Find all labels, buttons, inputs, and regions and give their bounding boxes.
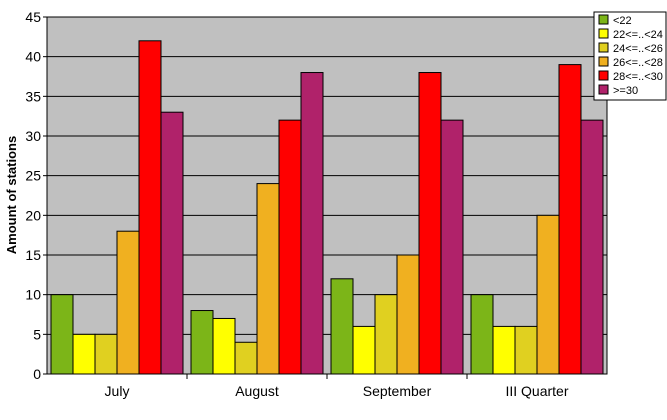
bar bbox=[190, 310, 214, 375]
bar bbox=[138, 40, 162, 375]
y-tick-label: 5 bbox=[33, 326, 41, 342]
legend-entry: >=30 bbox=[613, 85, 638, 97]
bar bbox=[212, 317, 236, 375]
bar bbox=[116, 230, 140, 375]
legend-swatch bbox=[598, 84, 609, 95]
bar bbox=[514, 325, 538, 375]
bar bbox=[352, 325, 376, 375]
y-tick-label: 15 bbox=[25, 247, 41, 263]
bar bbox=[256, 183, 280, 375]
bar bbox=[470, 294, 494, 375]
legend-entry: 24<=..<26 bbox=[613, 43, 663, 55]
bar bbox=[278, 119, 302, 375]
bar bbox=[580, 119, 604, 375]
legend-entry: 28<=..<30 bbox=[613, 71, 663, 83]
bar bbox=[374, 294, 398, 375]
legend-swatch bbox=[598, 70, 609, 81]
bar bbox=[300, 72, 324, 375]
legend: <22 22<=..<24 24<=..<26 26<=..<28 28<=..<30 >… bbox=[593, 11, 667, 101]
y-tick-label: 35 bbox=[25, 88, 41, 104]
legend-entry: <22 bbox=[613, 15, 632, 27]
bar bbox=[396, 254, 420, 375]
legend-swatch bbox=[598, 56, 609, 67]
legend-swatch bbox=[598, 28, 609, 39]
y-tick-label: 45 bbox=[25, 9, 41, 25]
y-axis: 0 5 10 15 20 25 30 35 40 45 bbox=[25, 9, 47, 382]
legend-entry: 22<=..<24 bbox=[613, 29, 663, 41]
bar bbox=[558, 64, 582, 375]
x-tick-label: July bbox=[105, 383, 130, 399]
bar bbox=[536, 214, 560, 375]
y-tick-label: 30 bbox=[25, 128, 41, 144]
legend-entry: 26<=..<28 bbox=[613, 57, 663, 69]
x-tick-label: August bbox=[235, 383, 279, 399]
x-axis: July August September III Quarter bbox=[105, 374, 569, 399]
bar bbox=[50, 294, 74, 375]
y-axis-label: Amount of stations bbox=[4, 136, 19, 254]
bar bbox=[330, 278, 354, 375]
x-tick-label: III Quarter bbox=[505, 383, 568, 399]
y-tick-label: 0 bbox=[33, 366, 41, 382]
bar bbox=[418, 72, 442, 375]
bar bbox=[440, 119, 464, 375]
bar bbox=[492, 325, 516, 375]
bar bbox=[234, 341, 258, 375]
y-tick-label: 25 bbox=[25, 168, 41, 184]
legend-swatch bbox=[598, 14, 609, 25]
y-tick-label: 40 bbox=[25, 49, 41, 65]
y-tick-label: 10 bbox=[25, 287, 41, 303]
bar bbox=[72, 333, 96, 375]
bar bbox=[94, 333, 118, 375]
legend-swatch bbox=[598, 42, 609, 53]
bar bbox=[160, 111, 184, 375]
x-tick-label: September bbox=[363, 383, 432, 399]
y-tick-label: 20 bbox=[25, 207, 41, 223]
